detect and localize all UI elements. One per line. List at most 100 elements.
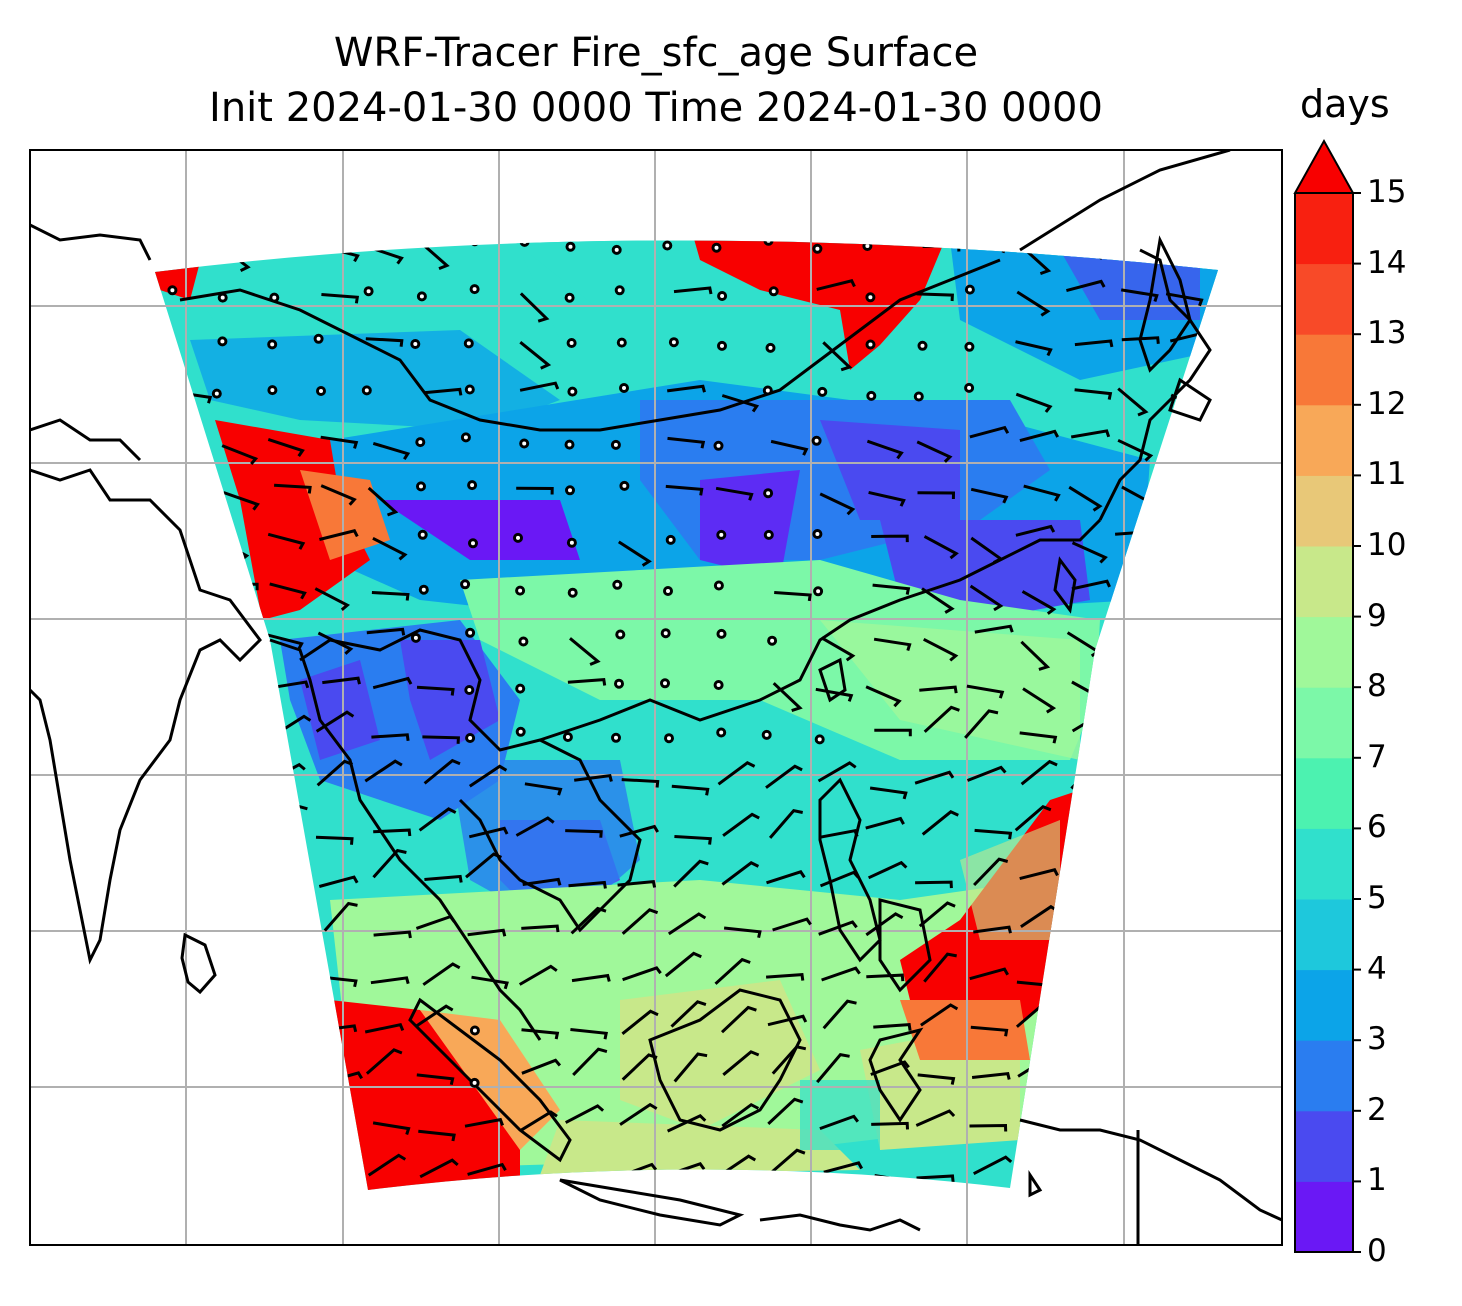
wind-barb bbox=[670, 1000, 707, 1028]
wind-barb bbox=[865, 912, 904, 937]
wind-barb bbox=[418, 240, 450, 270]
wind-barb bbox=[767, 1097, 804, 1125]
wind-barb bbox=[1121, 336, 1160, 344]
colorbar-segment bbox=[1295, 475, 1353, 547]
wind-barb bbox=[1117, 438, 1154, 462]
wind-barb bbox=[869, 786, 908, 800]
wind-barb bbox=[871, 534, 909, 543]
calm-wind-marker bbox=[612, 579, 623, 590]
wind-barb bbox=[766, 870, 806, 885]
calm-wind-marker bbox=[615, 629, 626, 640]
wind-barb bbox=[722, 1050, 760, 1076]
calm-wind-marker bbox=[665, 534, 676, 545]
colorbar-segment bbox=[1295, 687, 1353, 759]
wind-barb bbox=[318, 875, 359, 888]
wind-barb bbox=[364, 759, 403, 783]
calm-wind-marker bbox=[668, 337, 679, 348]
colorbar-tick-label: 2 bbox=[1367, 1091, 1387, 1128]
colorbar-tick-label: 14 bbox=[1367, 244, 1407, 281]
wind-barb bbox=[918, 901, 956, 928]
calm-wind-marker bbox=[717, 291, 728, 301]
wind-barb bbox=[372, 1121, 411, 1135]
calm-wind-marker bbox=[917, 340, 928, 351]
wind-barb bbox=[973, 1155, 1013, 1176]
calm-wind-marker bbox=[211, 388, 222, 399]
calm-wind-marker bbox=[611, 244, 622, 255]
wind-barb bbox=[1023, 484, 1061, 502]
wind-barb bbox=[365, 1048, 403, 1075]
calm-wind-marker bbox=[415, 437, 426, 448]
calm-wind-marker bbox=[616, 337, 627, 348]
calm-wind-marker bbox=[811, 435, 822, 446]
wind-barb bbox=[1022, 687, 1057, 714]
wind-barb bbox=[372, 441, 411, 461]
calm-wind-marker bbox=[812, 243, 823, 254]
wind-barb bbox=[817, 761, 857, 783]
calm-wind-marker bbox=[713, 680, 724, 690]
calm-wind-marker bbox=[361, 385, 372, 396]
wind-barb bbox=[569, 637, 601, 666]
wind-barb bbox=[916, 440, 953, 463]
wind-barb bbox=[471, 975, 509, 990]
wind-barb bbox=[723, 926, 762, 939]
wind-barb bbox=[223, 491, 260, 511]
calm-wind-marker bbox=[610, 439, 621, 450]
wind-barb bbox=[667, 436, 706, 449]
calm-wind-marker bbox=[662, 240, 673, 251]
wind-barb bbox=[424, 874, 463, 883]
wind-barb bbox=[1020, 245, 1052, 276]
wind-barb bbox=[714, 957, 751, 985]
colorbar-tick-label: 5 bbox=[1367, 880, 1387, 916]
wind-barb bbox=[1015, 392, 1053, 413]
wind-barb bbox=[521, 1028, 560, 1040]
calm-wind-marker bbox=[418, 584, 429, 595]
wind-barb bbox=[464, 1117, 505, 1128]
calm-wind-marker bbox=[765, 342, 776, 353]
wind-barb bbox=[914, 770, 955, 785]
wind-barb bbox=[267, 437, 305, 457]
wind-barb bbox=[822, 341, 853, 372]
calm-wind-marker bbox=[469, 1077, 480, 1088]
wind-barb bbox=[1019, 868, 1059, 881]
wind-barb bbox=[572, 1047, 608, 1076]
colorbar-segment bbox=[1295, 616, 1353, 688]
wind-barb bbox=[969, 584, 1004, 612]
calm-wind-marker bbox=[964, 341, 975, 352]
calm-wind-marker bbox=[515, 683, 526, 694]
wind-barb bbox=[467, 928, 507, 937]
colorbar bbox=[1293, 138, 1361, 1253]
calm-wind-marker bbox=[410, 339, 421, 349]
wind-barb bbox=[921, 587, 955, 614]
wind-barb bbox=[770, 439, 809, 456]
calm-wind-marker bbox=[460, 579, 471, 590]
wind-barb bbox=[819, 1114, 859, 1131]
wind-barb bbox=[667, 384, 706, 393]
colorbar-tick-label: 15 bbox=[1367, 174, 1407, 210]
wind-barb bbox=[873, 637, 912, 652]
wind-barb bbox=[767, 1014, 808, 1027]
colorbar-tick-label: 12 bbox=[1367, 385, 1407, 422]
calm-wind-marker bbox=[267, 385, 278, 396]
wind-barb bbox=[673, 286, 713, 295]
wind-barb bbox=[1016, 290, 1051, 317]
calm-wind-marker bbox=[519, 438, 530, 449]
wind-barb bbox=[772, 917, 812, 932]
calm-wind-marker bbox=[716, 529, 727, 540]
calm-wind-marker bbox=[813, 586, 824, 597]
wind-barb bbox=[720, 1005, 757, 1034]
colorbar-units-label: days bbox=[1300, 82, 1390, 126]
calm-wind-marker bbox=[763, 529, 774, 540]
wind-barb bbox=[923, 705, 960, 733]
wind-barb bbox=[721, 861, 760, 886]
wind-barb bbox=[916, 1174, 955, 1183]
calm-wind-marker bbox=[464, 685, 475, 695]
wind-barb bbox=[970, 1025, 1009, 1037]
wind-barb bbox=[423, 758, 461, 785]
calm-wind-marker bbox=[565, 241, 576, 252]
calm-wind-marker bbox=[469, 1025, 480, 1036]
wind-barb bbox=[920, 1003, 959, 1027]
wind-barb bbox=[565, 829, 603, 838]
wind-barb bbox=[316, 759, 354, 787]
wind-barb bbox=[567, 678, 607, 686]
